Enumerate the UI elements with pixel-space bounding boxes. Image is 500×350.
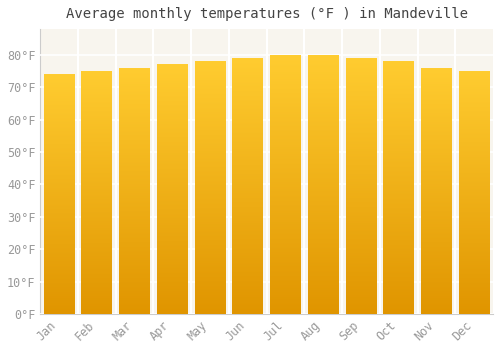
Title: Average monthly temperatures (°F ) in Mandeville: Average monthly temperatures (°F ) in Ma… — [66, 7, 468, 21]
